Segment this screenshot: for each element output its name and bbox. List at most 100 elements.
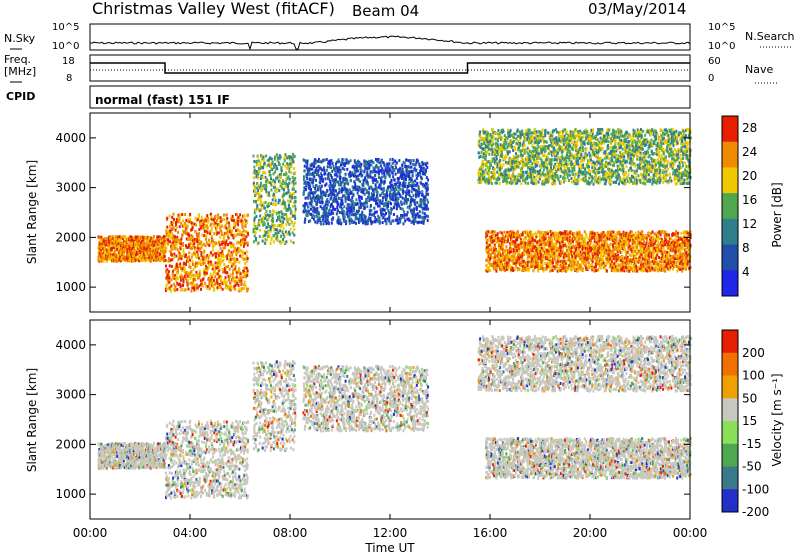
power-cell xyxy=(191,226,194,230)
power-cell xyxy=(223,278,226,282)
power-cell xyxy=(167,230,170,234)
power-cell xyxy=(268,202,271,206)
power-cell xyxy=(335,197,338,201)
power-cell xyxy=(284,155,287,159)
power-cell xyxy=(326,203,329,207)
power-cell xyxy=(166,229,169,233)
power-cell xyxy=(100,254,102,258)
power-cell xyxy=(562,237,565,241)
power-cell xyxy=(420,198,422,202)
power-cell xyxy=(167,259,170,263)
power-cell xyxy=(540,246,543,250)
power-cell xyxy=(156,251,159,255)
power-cell xyxy=(414,203,417,207)
power-cell xyxy=(252,199,255,203)
power-cell xyxy=(355,198,358,202)
power-cell xyxy=(265,154,267,158)
power-cell xyxy=(487,245,490,249)
power-cell xyxy=(542,269,545,273)
power-cell xyxy=(552,234,555,238)
power-cell xyxy=(361,217,364,221)
power-cell xyxy=(305,187,307,191)
power-cell xyxy=(410,211,413,215)
power-cell xyxy=(347,215,350,219)
power-cell xyxy=(395,188,398,192)
power-cell xyxy=(107,242,110,246)
power-cell xyxy=(227,278,230,282)
power-cell xyxy=(204,281,207,285)
power-cell xyxy=(203,261,206,265)
power-cell xyxy=(173,276,176,280)
power-cell xyxy=(533,257,536,261)
power-cell xyxy=(318,159,321,163)
power-cell xyxy=(198,273,201,277)
power-cell xyxy=(355,166,358,170)
power-cell xyxy=(378,204,381,208)
power-cell xyxy=(496,266,499,270)
power-cell xyxy=(338,197,341,201)
power-cell xyxy=(115,253,117,257)
power-cell xyxy=(412,180,415,184)
power-cell xyxy=(551,268,554,272)
power-cell xyxy=(382,180,385,184)
power-cell xyxy=(379,186,382,190)
power-cell xyxy=(372,180,375,184)
power-cell xyxy=(245,235,248,239)
power-cell xyxy=(174,267,177,271)
power-cell xyxy=(348,221,351,225)
power-cell xyxy=(294,176,297,180)
power-cell xyxy=(322,166,325,170)
power-cell xyxy=(369,170,372,174)
power-cell xyxy=(306,209,309,213)
power-cell xyxy=(418,220,421,224)
power-cell xyxy=(315,196,317,200)
power-cell xyxy=(420,177,423,181)
power-cell xyxy=(390,188,393,192)
power-cell xyxy=(284,164,287,168)
power-cell xyxy=(240,219,243,223)
power-cell xyxy=(550,236,552,240)
power-cell xyxy=(518,246,521,250)
power-cell xyxy=(188,251,191,255)
power-cell xyxy=(279,219,282,223)
power-cell xyxy=(170,246,173,250)
power-cell xyxy=(280,167,283,171)
power-cell xyxy=(549,262,552,266)
power-cell xyxy=(265,209,268,213)
power-cell xyxy=(270,238,273,242)
power-cell xyxy=(499,239,502,243)
power-cell xyxy=(376,180,379,184)
power-cell xyxy=(397,169,400,173)
power-cell xyxy=(356,202,359,206)
power-cell xyxy=(261,203,264,207)
power-cell xyxy=(357,220,360,224)
power-cell xyxy=(121,243,124,247)
power-cell xyxy=(569,250,572,254)
power-cell xyxy=(120,244,122,248)
power-cell xyxy=(292,187,295,191)
power-cell xyxy=(148,247,151,251)
power-cell xyxy=(183,261,186,265)
power-cell xyxy=(131,244,134,248)
power-cell xyxy=(159,257,162,261)
power-cell xyxy=(519,253,522,257)
power-cell xyxy=(332,216,335,220)
power-cell xyxy=(222,255,225,259)
power-cell xyxy=(105,248,107,252)
power-cell xyxy=(494,235,497,239)
power-cell xyxy=(140,254,143,258)
power-cell xyxy=(128,244,131,248)
power-cell xyxy=(536,243,539,247)
nave-tick-bottom: 0 xyxy=(708,73,714,84)
power-cell xyxy=(415,207,418,211)
power-cell xyxy=(303,207,306,211)
power-cell xyxy=(339,177,342,181)
power-cell xyxy=(219,235,222,239)
power-cell xyxy=(288,170,291,174)
power-cell xyxy=(246,289,249,293)
power-cell xyxy=(546,261,549,265)
power-cell xyxy=(240,255,243,259)
power-cell xyxy=(547,238,550,242)
power-cell xyxy=(177,264,180,268)
power-cell xyxy=(516,238,519,242)
